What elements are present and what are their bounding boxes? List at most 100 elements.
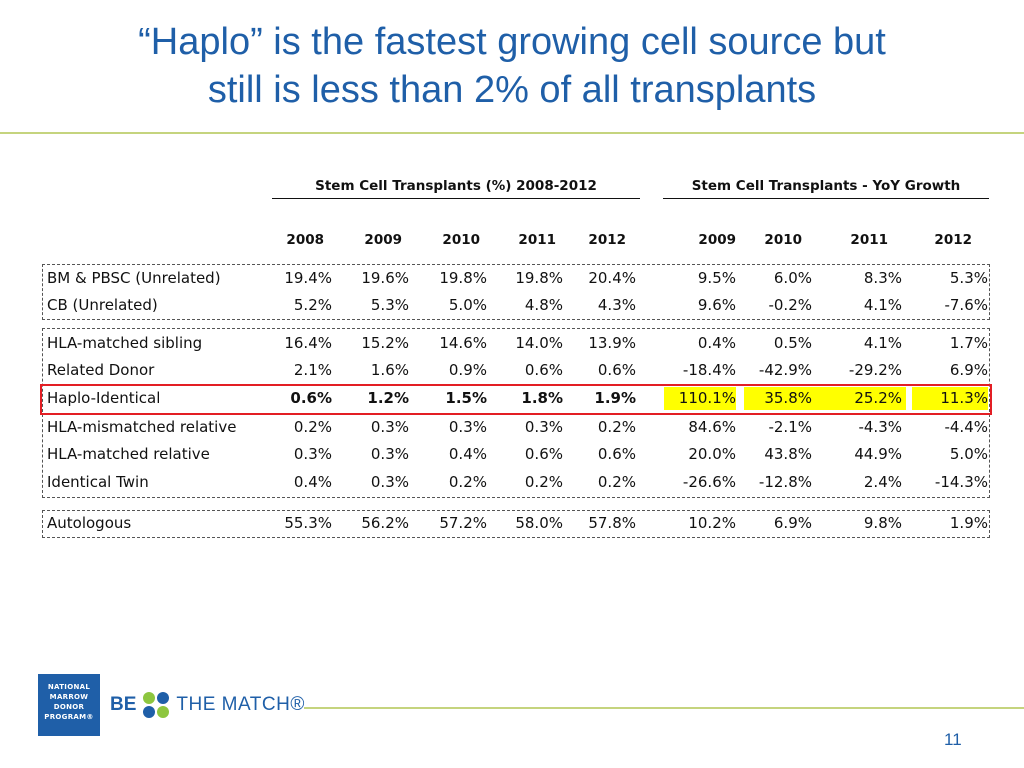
be-the-match-dots-icon: [142, 691, 170, 719]
growth-cell: 9.5%: [697, 269, 736, 287]
slide-title-line-1: “Haplo” is the fastest growing cell sour…: [138, 21, 886, 63]
year-header-2009: 2009: [364, 232, 402, 248]
growth-cell: 5.3%: [949, 269, 988, 287]
table-row: Identical Twin 0.4% 0.3% 0.2% 0.2% 0.2% -26.6%…: [42, 469, 990, 496]
growth-cell: -7.6%: [944, 296, 988, 314]
row-label: Related Donor: [47, 361, 155, 379]
pct-cell: 1.9%: [594, 389, 636, 407]
year-header-2008: 2008: [286, 232, 324, 248]
haplo-row-outline: [40, 384, 992, 415]
pct-cell: 20.4%: [588, 269, 636, 287]
growth-cell: 35.8%: [764, 389, 812, 407]
pct-cell: 56.2%: [361, 514, 409, 532]
pct-cell: 4.8%: [524, 296, 563, 314]
growth-cell: -4.4%: [944, 418, 988, 436]
pct-cell: 1.8%: [521, 389, 563, 407]
table-row: Related Donor 2.1% 1.6% 0.9% 0.6% 0.6% -18.4% -…: [42, 357, 990, 384]
pct-cell: 0.2%: [597, 473, 636, 491]
growth-header-2009: 2009: [698, 232, 736, 248]
growth-cell: 4.1%: [863, 296, 902, 314]
year-header-2012: 2012: [588, 232, 626, 248]
growth-cell: 110.1%: [678, 389, 736, 407]
growth-cell: -42.9%: [758, 361, 812, 379]
growth-cell: 1.9%: [949, 514, 988, 532]
growth-cell: -2.1%: [768, 418, 812, 436]
growth-cell: 44.9%: [854, 445, 902, 463]
growth-cell: 8.3%: [863, 269, 902, 287]
row-label: BM & PBSC (Unrelated): [47, 269, 221, 287]
pct-cell: 4.3%: [597, 296, 636, 314]
pct-cell: 0.4%: [448, 445, 487, 463]
pct-cell: 15.2%: [361, 334, 409, 352]
growth-cell: -4.3%: [858, 418, 902, 436]
pct-cell: 19.8%: [515, 269, 563, 287]
pct-cell: 0.3%: [293, 445, 332, 463]
slide-title-line-2: still is less than 2% of all transplants: [207, 69, 817, 111]
growth-highlight: [744, 387, 822, 410]
slide-title: “Haplo” is the fastest growing cell sour…: [40, 18, 984, 114]
growth-cell: 0.4%: [697, 334, 736, 352]
pct-cell: 0.2%: [524, 473, 563, 491]
growth-cell: -26.6%: [682, 473, 736, 491]
page-number: 11: [944, 730, 962, 749]
growth-group-header: Stem Cell Transplants - YoY Growth: [663, 176, 989, 199]
pct-cell: 0.9%: [448, 361, 487, 379]
pct-cell: 0.3%: [448, 418, 487, 436]
table-row: Haplo-Identical 0.6% 1.2% 1.5% 1.8% 1.9% 110.1…: [42, 385, 990, 412]
table-row: BM & PBSC (Unrelated) 19.4% 19.6% 19.8% 19.8…: [42, 265, 990, 292]
pct-cell: 19.6%: [361, 269, 409, 287]
table-row: HLA-matched relative 0.3% 0.3% 0.4% 0.6% 0.6%…: [42, 441, 990, 468]
pct-cell: 14.6%: [439, 334, 487, 352]
table-row: HLA-mismatched relative 0.2% 0.3% 0.3% 0.3% 0…: [42, 414, 990, 441]
pct-cell: 0.6%: [290, 389, 332, 407]
pct-cell: 0.6%: [597, 361, 636, 379]
pct-cell: 0.3%: [370, 473, 409, 491]
nmdp-logo-line: NATIONAL: [47, 683, 91, 691]
growth-highlight: [664, 387, 736, 410]
growth-cell: -29.2%: [848, 361, 902, 379]
growth-cell: 6.0%: [773, 269, 812, 287]
row-label: Haplo-Identical: [47, 389, 161, 407]
pct-cell: 0.4%: [293, 473, 332, 491]
growth-cell: 84.6%: [688, 418, 736, 436]
row-label: CB (Unrelated): [47, 296, 158, 314]
growth-cell: -0.2%: [768, 296, 812, 314]
be-the-match-be: BE: [110, 694, 137, 715]
pct-cell: 5.3%: [370, 296, 409, 314]
growth-cell: -14.3%: [934, 473, 988, 491]
pct-cell: 0.3%: [524, 418, 563, 436]
table-row: HLA-matched sibling 16.4% 15.2% 14.6% 14.0% 1…: [42, 330, 990, 357]
growth-cell: 11.3%: [940, 389, 988, 407]
row-label: HLA-mismatched relative: [47, 418, 237, 436]
row-label: HLA-matched relative: [47, 445, 210, 463]
pct-cell: 1.6%: [370, 361, 409, 379]
pct-cell: 19.4%: [284, 269, 332, 287]
growth-highlight: [912, 387, 988, 410]
be-the-match-text: THE MATCH®: [176, 694, 305, 715]
pct-cell: 58.0%: [515, 514, 563, 532]
growth-header-2012: 2012: [934, 232, 972, 248]
growth-header-2010: 2010: [764, 232, 802, 248]
footer-divider: [304, 707, 1024, 709]
growth-cell: 1.7%: [949, 334, 988, 352]
pct-cell: 2.1%: [293, 361, 332, 379]
pct-cell: 1.5%: [445, 389, 487, 407]
unrelated-group-box: [42, 264, 990, 320]
pct-cell: 0.6%: [524, 361, 563, 379]
pct-cell: 0.3%: [370, 418, 409, 436]
growth-cell: 6.9%: [949, 361, 988, 379]
growth-cell: 25.2%: [854, 389, 902, 407]
pct-cell: 0.2%: [597, 418, 636, 436]
pct-cell: 14.0%: [515, 334, 563, 352]
nmdp-logo: NATIONAL MARROW DONOR PROGRAM®: [38, 674, 100, 736]
pct-cell: 57.2%: [439, 514, 487, 532]
growth-cell: -18.4%: [682, 361, 736, 379]
nmdp-logo-line: PROGRAM®: [44, 713, 94, 721]
pct-cell: 0.3%: [370, 445, 409, 463]
growth-highlight: [820, 387, 906, 410]
year-header-2011: 2011: [518, 232, 556, 248]
growth-cell: 6.9%: [773, 514, 812, 532]
pct-cell: 0.6%: [597, 445, 636, 463]
growth-header-2011: 2011: [850, 232, 888, 248]
growth-cell: 2.4%: [863, 473, 902, 491]
